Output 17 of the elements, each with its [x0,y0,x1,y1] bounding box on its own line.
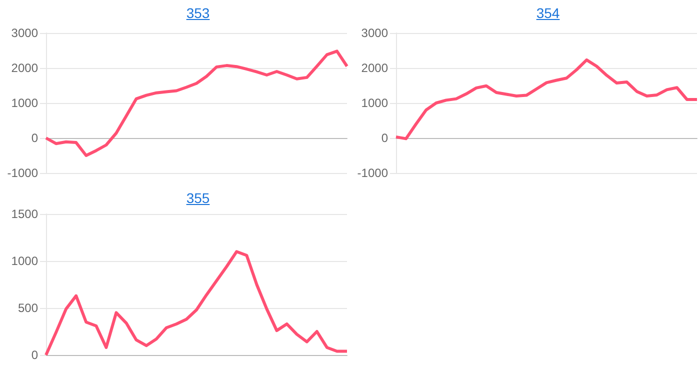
y-tick-label: -1000 [357,166,388,180]
y-tick-label: -1000 [7,166,38,180]
chart-title: 354 [536,5,560,21]
y-tick-label: 0 [31,348,38,362]
y-tick-label: 500 [18,301,38,315]
y-tick-label: 1000 [11,96,38,110]
y-tick-label: 1500 [11,207,38,221]
y-tick-label: 3000 [11,26,38,40]
y-tick-label: 1000 [361,96,388,110]
y-tick-label: 2000 [11,61,38,75]
chart-title: 355 [186,190,210,206]
y-tick-label: 1000 [11,254,38,268]
y-tick-label: 3000 [361,26,388,40]
y-tick-label: 0 [31,131,38,145]
y-tick-label: 2000 [361,61,388,75]
chart-title: 353 [186,5,210,21]
y-tick-label: 0 [381,131,388,145]
